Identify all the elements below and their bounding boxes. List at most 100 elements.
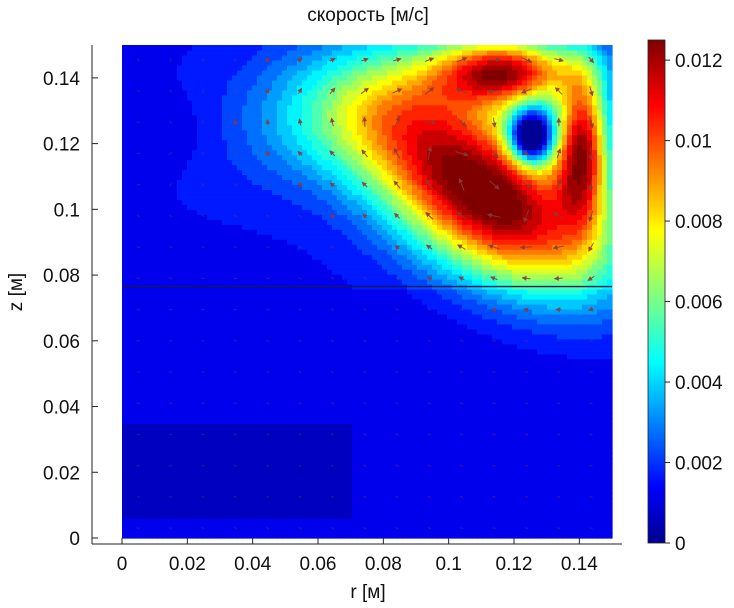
contour-cell: [192, 94, 198, 101]
contour-cell: [277, 99, 283, 106]
contour-cell: [302, 483, 308, 489]
contour-cell: [167, 169, 173, 176]
contour-cell: [227, 378, 233, 385]
contour-cell: [217, 428, 223, 435]
contour-cell: [227, 114, 233, 121]
contour-cell: [337, 323, 343, 330]
contour-cell: [297, 264, 303, 270]
contour-cell: [122, 348, 128, 355]
contour-cell: [167, 74, 173, 81]
contour-cell: [312, 373, 318, 380]
contour-cell: [122, 523, 128, 529]
contour-cell: [162, 184, 168, 191]
contour-cell: [172, 393, 178, 400]
contour-cell: [252, 289, 258, 295]
contour-cell: [212, 423, 218, 430]
contour-cell: [337, 393, 343, 400]
contour-cell: [372, 528, 378, 534]
contour-cell: [222, 149, 228, 156]
contour-cell: [217, 54, 223, 61]
contour-cell: [312, 498, 318, 504]
contour-cell: [307, 308, 313, 315]
contour-cell: [152, 438, 158, 444]
contour-cell: [272, 333, 278, 340]
contour-cell: [292, 523, 298, 529]
contour-cell: [132, 144, 138, 151]
contour-cell: [277, 174, 283, 181]
contour-cell: [287, 279, 293, 285]
contour-cell: [137, 129, 143, 136]
contour-cell: [122, 423, 128, 430]
contour-cell: [172, 214, 178, 220]
contour-cell: [257, 478, 263, 484]
contour-cell: [182, 174, 188, 181]
contour-cell: [222, 348, 228, 355]
contour-cell: [132, 448, 138, 454]
contour-cell: [222, 159, 228, 166]
contour-cell: [167, 164, 173, 171]
contour-cell: [277, 348, 283, 355]
contour-cell: [122, 503, 128, 509]
contour-cell: [322, 254, 328, 260]
contour-cell: [357, 134, 363, 141]
contour-cell: [237, 463, 243, 469]
contour-cell: [192, 503, 198, 509]
contour-cell: [257, 483, 263, 489]
contour-cell: [272, 194, 278, 200]
contour-cell: [312, 388, 318, 395]
contour-cell: [147, 119, 153, 126]
contour-cell: [327, 448, 333, 454]
contour-cell: [337, 473, 343, 479]
contour-cell: [157, 159, 163, 166]
contour-cell: [142, 408, 148, 415]
contour-cell: [127, 129, 133, 136]
contour-cell: [257, 448, 263, 454]
contour-cell: [352, 274, 358, 280]
contour-cell: [207, 328, 213, 335]
contour-cell: [302, 373, 308, 380]
contour-cell: [327, 164, 333, 171]
contour-cell: [342, 164, 348, 171]
contour-cell: [307, 59, 313, 66]
contour-cell: [212, 298, 218, 305]
contour-cell: [177, 269, 183, 275]
contour-cell: [177, 249, 183, 255]
contour-cell: [257, 184, 263, 191]
contour-cell: [142, 139, 148, 146]
contour-cell: [177, 289, 183, 295]
contour-cell: [352, 49, 358, 56]
contour-cell: [152, 64, 158, 71]
contour-cell: [247, 438, 253, 444]
contour-cell: [287, 433, 293, 439]
contour-cell: [212, 289, 218, 295]
contour-cell: [147, 259, 153, 265]
contour-cell: [277, 363, 283, 370]
contour-cell: [282, 348, 288, 355]
contour-cell: [327, 119, 333, 126]
contour-cell: [122, 179, 128, 186]
contour-cell: [207, 458, 213, 464]
contour-cell: [317, 468, 323, 474]
contour-cell: [292, 199, 298, 205]
contour-cell: [287, 463, 293, 469]
contour-cell: [287, 179, 293, 186]
contour-cell: [342, 298, 348, 305]
contour-cell: [242, 303, 248, 310]
contour-cell: [292, 503, 298, 509]
contour-cell: [337, 129, 343, 136]
contour-cell: [242, 109, 248, 116]
contour-cell: [187, 303, 193, 310]
contour-cell: [182, 418, 188, 425]
contour-cell: [282, 209, 288, 215]
contour-cell: [342, 508, 348, 514]
contour-cell: [332, 348, 338, 355]
contour-cell: [362, 169, 368, 176]
contour-cell: [172, 453, 178, 459]
contour-cell: [247, 533, 253, 539]
contour-cell: [167, 348, 173, 355]
contour-cell: [267, 94, 273, 101]
contour-cell: [212, 269, 218, 275]
contour-cell: [337, 184, 343, 191]
contour-cell: [142, 393, 148, 400]
contour-cell: [232, 64, 238, 71]
